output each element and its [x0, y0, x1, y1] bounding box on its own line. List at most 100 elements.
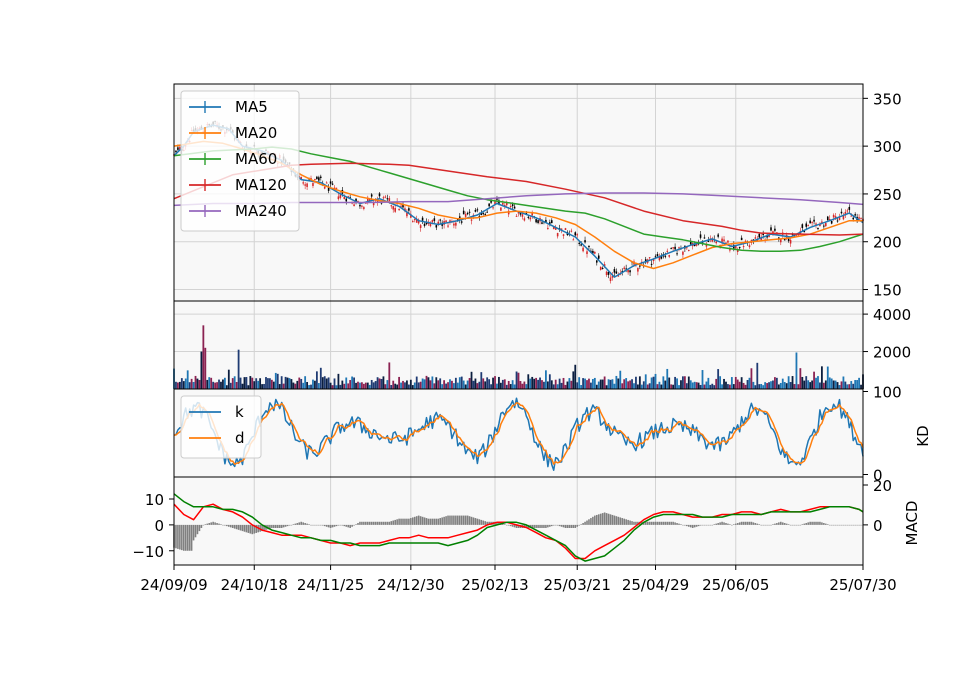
volume-bar — [231, 378, 234, 389]
volume-bar — [200, 351, 203, 389]
macd-histogram-bar — [613, 515, 616, 525]
volume-bar — [742, 382, 745, 389]
volume-bar — [797, 384, 800, 389]
volume-bar — [556, 384, 559, 389]
volume-bar — [247, 385, 250, 389]
volume-bar — [325, 378, 328, 389]
candle-body — [607, 271, 610, 275]
volume-bar — [374, 381, 377, 389]
volume-bar — [635, 376, 637, 389]
volume-bar — [564, 384, 567, 389]
candle-body — [545, 219, 547, 223]
macd-histogram-bar — [390, 521, 393, 525]
volume-bar — [443, 380, 446, 389]
macd-histogram-bar — [439, 518, 442, 525]
volume-bar — [304, 376, 307, 389]
macd-histogram-bar — [629, 520, 631, 525]
volume-bar — [817, 376, 819, 389]
candle-body — [318, 177, 320, 181]
macd-histogram-bar — [404, 518, 406, 525]
price-ytick-label-2: 250 — [873, 186, 902, 204]
candle-body — [727, 240, 729, 243]
macd-histogram-bar — [594, 515, 596, 525]
macd-histogram-bar — [484, 521, 487, 525]
volume-bar — [615, 375, 618, 389]
price-legend-label-3: MA120 — [235, 176, 287, 194]
volume-bar — [676, 378, 678, 389]
volume-bar — [292, 382, 295, 389]
volume-bar — [460, 376, 463, 389]
macd-histogram-bar — [707, 524, 710, 526]
candle-body — [603, 264, 606, 266]
macd-histogram-bar — [470, 516, 473, 525]
volume-bar — [705, 381, 708, 389]
candle-body — [431, 220, 434, 223]
macd-histogram-bar — [770, 524, 772, 526]
macd-histogram-bar — [805, 523, 808, 525]
volume-bar — [846, 384, 849, 389]
candle-body — [756, 239, 759, 242]
macd-histogram-bar — [300, 521, 303, 525]
macd-histogram-bar — [705, 524, 708, 526]
macd-histogram-bar — [836, 524, 839, 526]
candle-body — [519, 211, 522, 215]
candle-body — [666, 250, 669, 252]
macd-histogram-bar — [325, 524, 328, 527]
volume-bar — [249, 376, 252, 389]
volume-bar — [562, 377, 565, 389]
volume-bar — [746, 380, 749, 389]
macd-histogram-bar — [415, 516, 418, 525]
candle-body — [830, 221, 833, 224]
candle-body — [531, 212, 534, 216]
macd-histogram-bar — [427, 518, 430, 525]
macd-histogram-bar — [278, 524, 281, 528]
volume-bar — [750, 368, 753, 389]
volume-bar — [854, 380, 857, 389]
candle-body — [513, 206, 516, 209]
macd-histogram-bar — [271, 524, 273, 528]
candle-body — [609, 277, 612, 282]
candle-body — [482, 213, 485, 215]
volume-bar — [257, 380, 260, 389]
volume-bar — [744, 384, 747, 389]
macd-histogram-bar — [578, 524, 580, 526]
macd-histogram-bar — [689, 524, 692, 528]
macd-histogram-bar — [406, 518, 408, 525]
candle-body — [435, 225, 438, 228]
candle-body — [574, 232, 577, 236]
macd-histogram-bar — [216, 523, 218, 525]
volume-bar — [288, 378, 291, 389]
volume-bar — [261, 384, 263, 389]
candle-body — [772, 231, 774, 234]
candle-body — [825, 223, 827, 227]
candle-body — [453, 223, 455, 226]
candle-body — [509, 206, 512, 208]
candle-body — [462, 210, 465, 215]
candle-body — [678, 247, 680, 249]
candle-body — [629, 270, 631, 273]
volume-bar — [312, 379, 314, 389]
volume-bar — [253, 381, 256, 389]
candle-body — [742, 246, 745, 248]
volume-bar — [703, 384, 706, 389]
volume-bar — [519, 381, 522, 389]
macd-histogram-bar — [848, 524, 851, 526]
macd-histogram-bar — [631, 521, 633, 525]
volume-bar — [492, 377, 494, 389]
volume-bar — [723, 378, 725, 389]
volume-bar — [617, 378, 620, 389]
candle-body — [686, 247, 688, 249]
macd-histogram-bar — [541, 524, 543, 528]
candle-body — [697, 243, 700, 245]
candle-body — [306, 183, 308, 187]
macd-histogram-bar — [226, 524, 228, 527]
price-legend-label-2: MA60 — [235, 150, 277, 168]
candle-body — [410, 214, 412, 218]
volume-bar — [793, 384, 796, 389]
macd-histogram-bar — [727, 523, 729, 525]
macd-histogram-bar — [607, 513, 610, 525]
volume-bar — [380, 378, 383, 389]
macd-histogram-bar — [823, 523, 825, 525]
macd-histogram-bar — [361, 521, 363, 525]
